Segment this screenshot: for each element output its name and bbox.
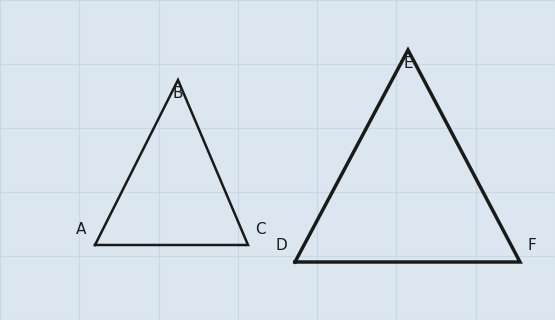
Text: F: F: [528, 238, 536, 253]
Text: A: A: [76, 221, 86, 236]
Text: C: C: [255, 221, 265, 236]
Text: E: E: [403, 57, 413, 71]
Text: D: D: [275, 238, 287, 253]
Text: B: B: [173, 86, 183, 101]
